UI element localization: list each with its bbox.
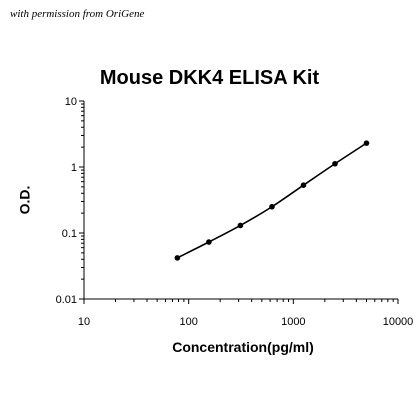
series-line (177, 142, 367, 259)
data-point (206, 239, 212, 245)
y-tick-label: 10 (65, 96, 77, 108)
data-point (237, 222, 244, 229)
x-tick-label: 10 (78, 316, 90, 328)
axes (83, 101, 398, 300)
y-axis-label: O.D. (17, 186, 33, 215)
credit-text: with permission from OriGene (10, 8, 145, 20)
chart-title: Mouse DKK4 ELISA Kit (99, 67, 320, 89)
x-tick-label: 100 (179, 316, 197, 328)
data-point (300, 182, 307, 188)
y-tick-label: 1 (71, 162, 77, 174)
x-tick-label: 10000 (383, 316, 414, 328)
series (174, 140, 370, 261)
data-point (269, 203, 275, 210)
data-point (174, 255, 181, 261)
data-point (363, 140, 370, 146)
x-axis-label: Concentration(pg/ml) (172, 339, 314, 355)
y-tick-label: 0.1 (62, 228, 77, 240)
x-tick-label: 1000 (281, 316, 305, 328)
y-tick-label: 0.01 (56, 294, 77, 306)
data-point (332, 160, 338, 167)
ticks: 0.01 0.1 1 10 10 100 1000 10000 (56, 96, 414, 328)
